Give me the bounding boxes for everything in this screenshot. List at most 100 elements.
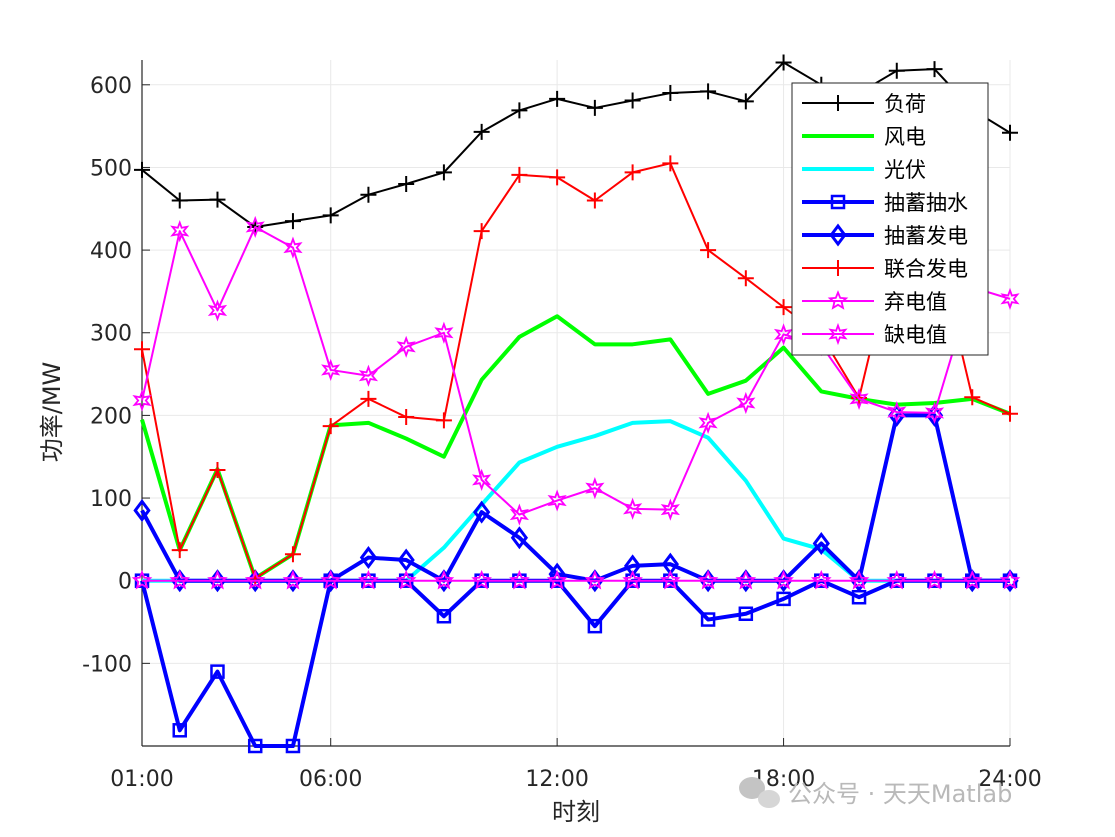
plus-marker	[549, 169, 566, 186]
plus-marker	[398, 409, 415, 426]
pentagram-marker	[735, 569, 757, 590]
watermark: 公众号 · 天天Matlab	[739, 777, 1012, 808]
plus-marker	[662, 155, 679, 172]
watermark-text: 公众号 · 天天Matlab	[788, 780, 1012, 808]
series-7	[132, 215, 1020, 526]
legend-entry: 弃电值	[802, 290, 947, 314]
plus-marker	[511, 102, 528, 119]
plus-marker	[830, 95, 846, 111]
hexagram-marker	[396, 335, 416, 358]
plus-marker	[473, 223, 490, 240]
plus-marker	[284, 213, 301, 230]
x-tick-label: 12:00	[525, 767, 588, 792]
plus-marker	[209, 461, 226, 478]
plus-marker	[171, 192, 188, 209]
hexagram-marker	[434, 321, 454, 344]
plus-marker	[830, 260, 846, 276]
diamond-marker	[548, 562, 566, 586]
diamond-marker	[397, 548, 415, 572]
plus-marker	[624, 164, 641, 181]
y-tick-label: 200	[90, 404, 132, 429]
plus-marker	[624, 92, 641, 109]
legend-entry: 抽蓄发电	[802, 223, 968, 248]
series-0	[134, 54, 1018, 235]
pentagram-marker	[546, 569, 568, 590]
pentagram-marker	[395, 569, 417, 590]
square-marker	[738, 606, 754, 622]
square-marker	[172, 723, 187, 738]
hexagram-marker	[1000, 287, 1020, 310]
square-marker	[285, 738, 301, 754]
square-marker	[700, 612, 716, 627]
diamond-marker	[829, 223, 847, 247]
pentagram-marker	[622, 569, 643, 590]
legend-label: 联合发电	[884, 257, 968, 281]
plus-marker	[700, 242, 717, 259]
legend-box	[791, 82, 989, 356]
plus-marker	[511, 166, 528, 183]
square-marker	[830, 194, 846, 210]
plus-marker	[1002, 124, 1018, 141]
diamond-marker	[473, 500, 491, 524]
hexagram-marker	[849, 387, 869, 410]
plus-marker	[435, 412, 452, 429]
legend-entry: 联合发电	[802, 257, 968, 281]
hexagram-marker	[736, 391, 756, 415]
plus-marker	[473, 123, 490, 140]
pentagram-marker	[886, 569, 908, 590]
plus-marker	[775, 299, 792, 316]
pentagram-marker	[169, 569, 191, 590]
x-tick-label: 06:00	[299, 767, 362, 792]
plus-marker	[662, 85, 679, 102]
legend-label: 弃电值	[884, 290, 947, 314]
pentagram-marker	[827, 290, 849, 310]
hexagram-marker	[321, 358, 341, 382]
plus-marker	[171, 542, 188, 559]
legend-entry: 抽蓄抽水	[802, 191, 968, 215]
square-marker	[587, 618, 603, 634]
diamond-marker	[812, 532, 830, 556]
legend-label: 抽蓄抽水	[884, 191, 968, 215]
plus-marker	[549, 90, 566, 107]
x-axis-label: 时刻	[552, 798, 600, 826]
pentagram-marker	[961, 569, 983, 590]
diamond-marker	[133, 498, 151, 522]
hexagram-marker	[472, 468, 492, 491]
series-6	[131, 569, 1021, 590]
y-tick-label: 300	[90, 322, 132, 347]
pentagram-marker	[660, 569, 681, 590]
hexagram-marker	[585, 477, 605, 500]
pentagram-marker	[773, 569, 794, 590]
hexagram-marker	[245, 215, 265, 239]
y-tick-label: 0	[118, 570, 132, 595]
plus-marker	[134, 161, 150, 178]
plus-marker	[737, 270, 754, 287]
plus-marker	[435, 164, 452, 181]
pentagram-marker	[358, 569, 379, 590]
hexagram-marker	[622, 497, 643, 520]
plus-marker	[209, 191, 226, 208]
pentagram-marker	[433, 569, 455, 590]
plus-marker	[398, 175, 415, 192]
legend-label: 抽蓄发电	[884, 224, 968, 248]
hexagram-marker	[828, 322, 848, 346]
y-tick-label: -100	[82, 652, 132, 677]
plus-marker	[926, 61, 943, 78]
hexagram-marker	[358, 364, 379, 387]
pentagram-marker	[697, 569, 719, 590]
plus-marker	[586, 192, 603, 209]
plus-marker	[775, 54, 792, 71]
legend-entry: 光伏	[802, 158, 926, 182]
hexagram-marker	[509, 503, 530, 526]
pentagram-marker	[999, 569, 1021, 590]
plus-marker	[586, 99, 603, 116]
y-tick-label: 600	[90, 74, 132, 99]
legend-entry: 负荷	[802, 92, 926, 116]
hexagram-marker	[170, 219, 190, 243]
legend-label: 光伏	[884, 158, 926, 182]
plus-marker	[322, 418, 339, 435]
legend-entry: 风电	[802, 125, 926, 149]
